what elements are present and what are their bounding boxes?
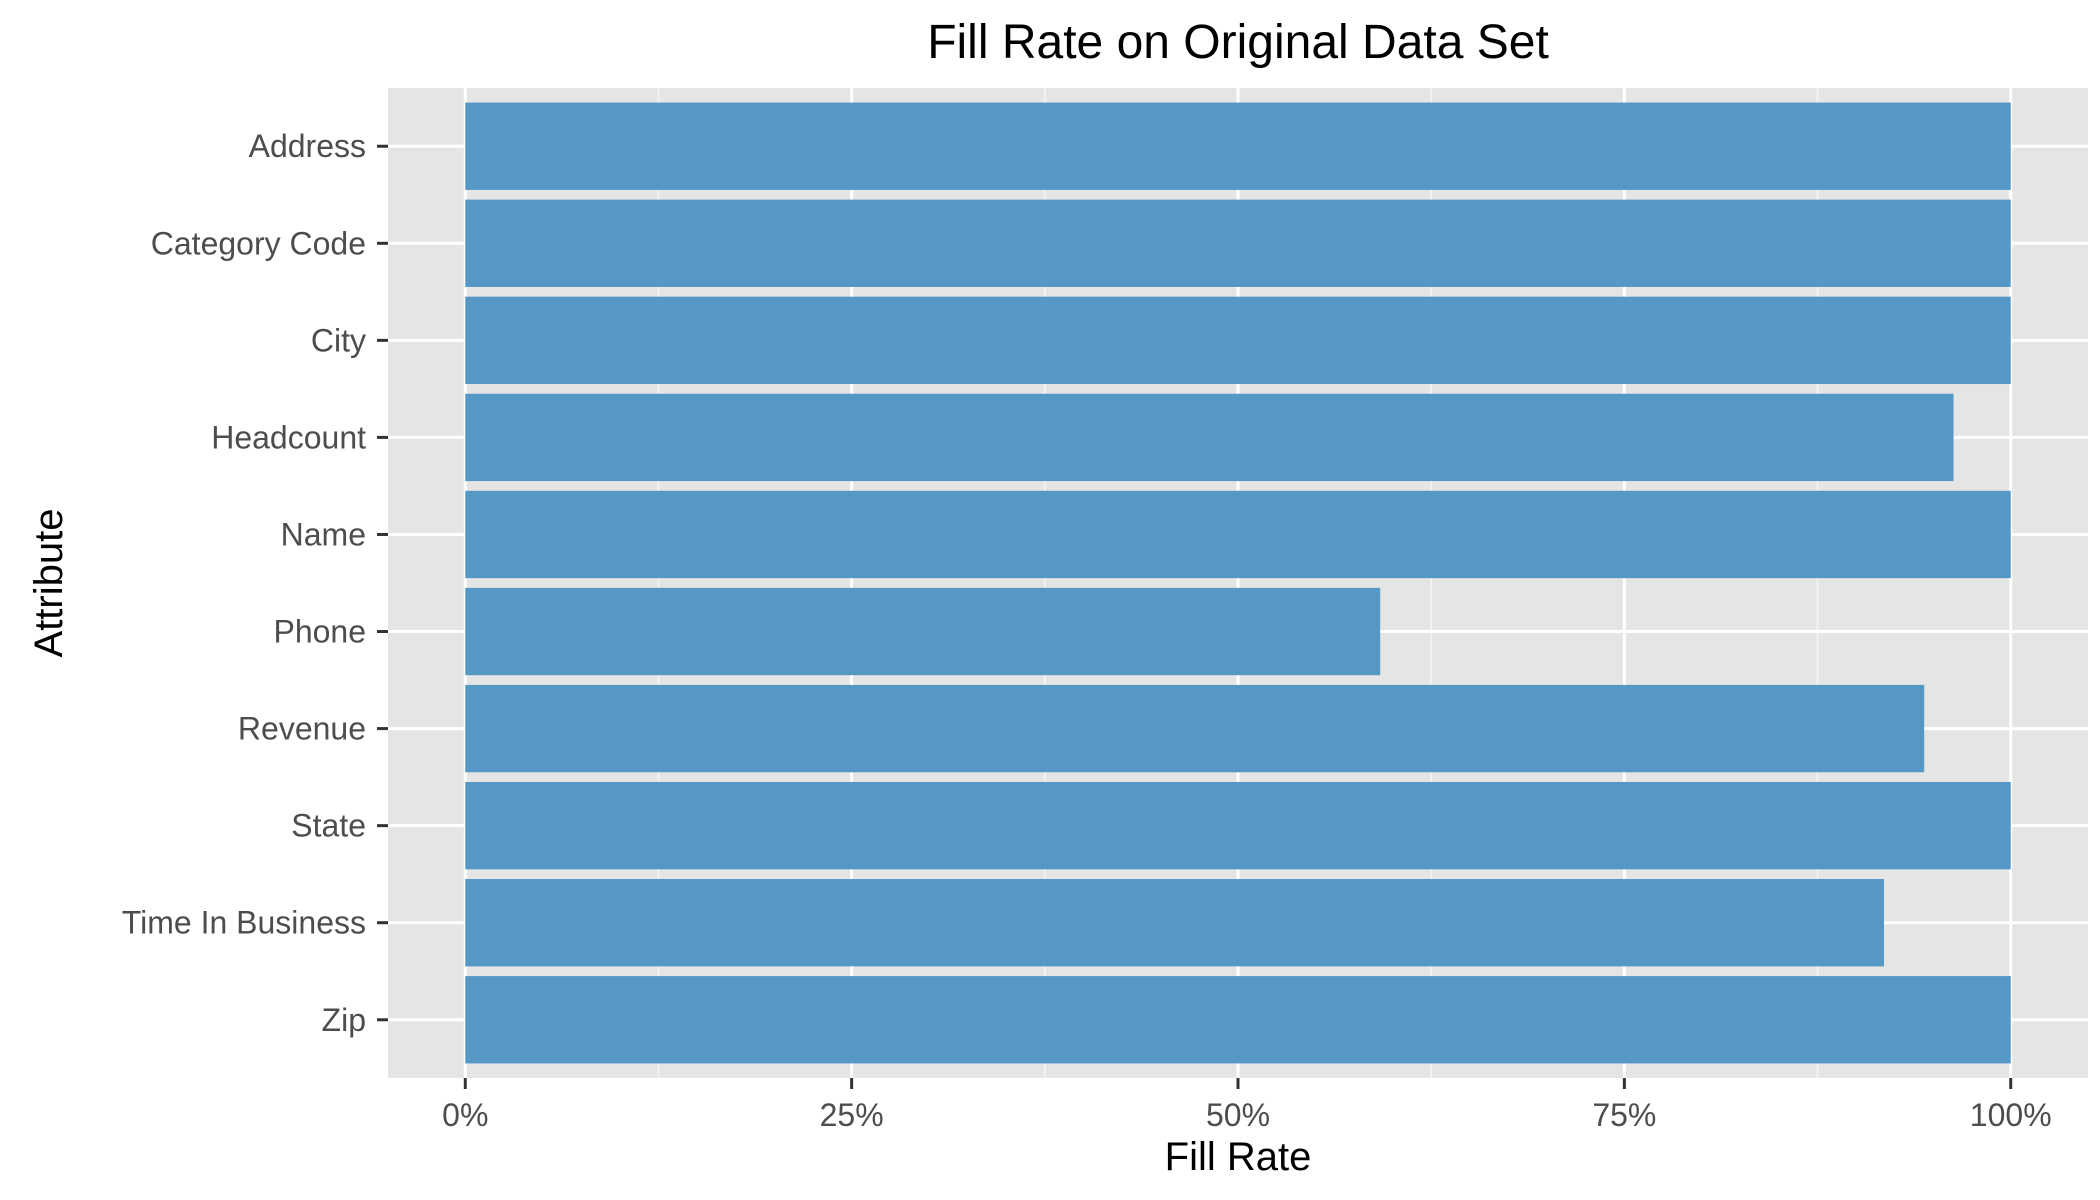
bars	[465, 102, 2011, 1064]
y-tick-label: Revenue	[238, 711, 366, 747]
bar-phone	[465, 587, 1381, 676]
y-tick-label: Headcount	[211, 419, 366, 455]
bar-address	[465, 102, 2011, 190]
bar-headcount	[465, 393, 1954, 482]
y-tick-label: Address	[249, 128, 366, 164]
x-axis-label: Fill Rate	[1165, 1135, 1312, 1179]
bar-zip	[465, 976, 2011, 1064]
y-tick-label: State	[291, 808, 366, 844]
bar-revenue	[465, 684, 1925, 773]
x-tick-label: 100%	[1970, 1097, 2052, 1133]
y-axis-ticks: Address Category Code City Headcount Name Pho…	[122, 128, 388, 1038]
bar-city	[465, 296, 2011, 385]
bar-time-in-business	[465, 879, 1885, 967]
y-tick-label: City	[311, 322, 366, 358]
bar-state	[465, 781, 2011, 870]
y-tick-label: Time In Business	[122, 905, 366, 941]
bar-name	[465, 490, 2011, 579]
x-tick-label: 50%	[1206, 1097, 1270, 1133]
chart-title: Fill Rate on Original Data Set	[927, 16, 1549, 69]
x-axis-ticks: 0% 25% 50% 75% 100%	[442, 1078, 2052, 1133]
y-tick-label: Zip	[322, 1002, 366, 1038]
bar-category-code	[465, 199, 2011, 287]
x-tick-label: 0%	[442, 1097, 488, 1133]
x-tick-label: 75%	[1592, 1097, 1656, 1133]
y-axis-label: Attribute	[27, 509, 71, 658]
x-tick-label: 25%	[820, 1097, 884, 1133]
y-tick-label: Category Code	[151, 225, 366, 261]
y-tick-label: Name	[281, 516, 366, 552]
y-tick-label: Phone	[273, 614, 366, 650]
